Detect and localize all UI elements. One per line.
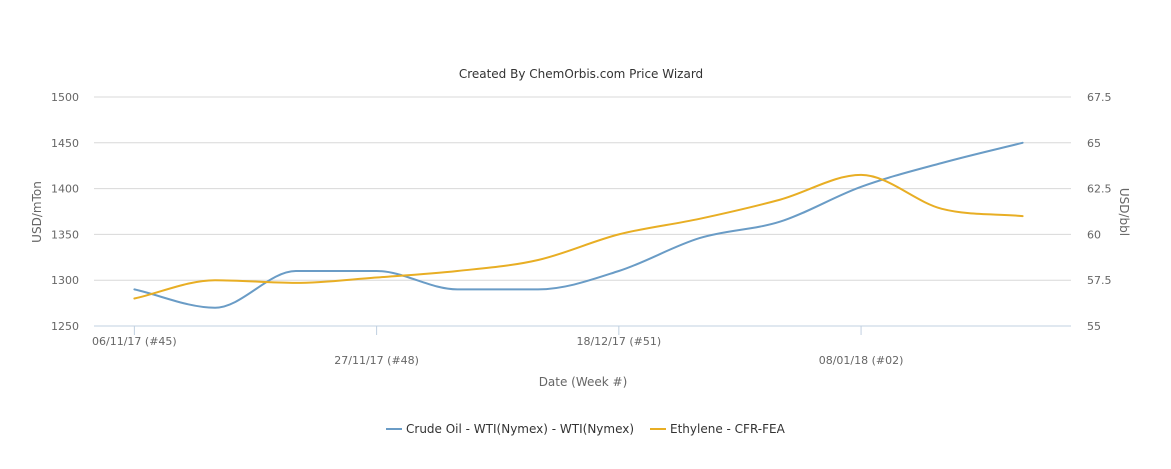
- gridlines: [94, 96, 1071, 327]
- y-tick-label-right: 60: [1087, 228, 1101, 241]
- series-lines: [133, 141, 1024, 309]
- series-line-crude-oil: [133, 141, 1024, 309]
- y-tick-label-left: 1250: [51, 320, 79, 333]
- series-line-ethylene: [133, 173, 1024, 300]
- chart-title: Created By ChemOrbis.com Price Wizard: [459, 67, 703, 81]
- y-tick-label-right: 62.5: [1087, 183, 1112, 196]
- y-tick-label-right: 67.5: [1087, 91, 1112, 104]
- legend-label: Ethylene - CFR-FEA: [670, 422, 786, 436]
- x-tick-label: 06/11/17 (#45): [92, 335, 177, 348]
- x-tick-label: 08/01/18 (#02): [819, 354, 904, 367]
- x-tick-label: 18/12/17 (#51): [576, 335, 661, 348]
- x-tick-label: 27/11/17 (#48): [334, 354, 419, 367]
- y-axis-title-left: USD/mTon: [30, 181, 44, 243]
- y-tick-label-right: 57.5: [1087, 274, 1112, 287]
- y-tick-label-left: 1300: [51, 274, 79, 287]
- y-tick-label-right: 65: [1087, 137, 1101, 150]
- legend-label: Crude Oil - WTI(Nymex) - WTI(Nymex): [406, 422, 634, 436]
- y-tick-label-left: 1350: [51, 228, 79, 241]
- y-tick-label-right: 55: [1087, 320, 1101, 333]
- legend: Crude Oil - WTI(Nymex) - WTI(Nymex) Ethyl…: [386, 422, 786, 436]
- y-tick-label-left: 1500: [51, 91, 79, 104]
- y-axis-title-right: USD/bbl: [1117, 188, 1131, 236]
- x-axis-title: Date (Week #): [539, 375, 628, 389]
- y-tick-label-left: 1450: [51, 137, 79, 150]
- y-tick-label-left: 1400: [51, 183, 79, 196]
- axes: 1250 1300 1350 1400 1450 1500 55 57.5 60 62.5 65 67…: [51, 91, 1112, 367]
